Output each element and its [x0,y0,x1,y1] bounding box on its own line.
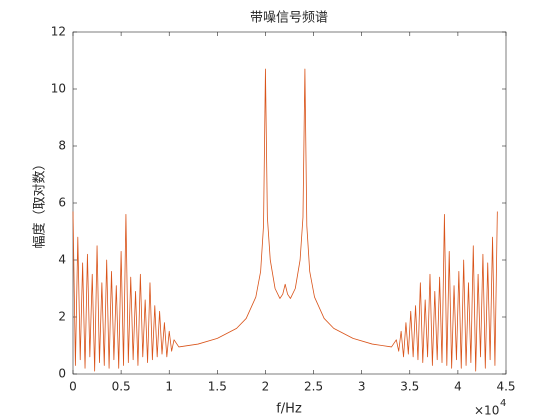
spectrum-line [72,68,498,372]
y-tick-label: 12 [51,25,66,39]
y-axis-label: 幅度（取对数） [32,157,48,248]
x-tick-label: 3 [358,380,366,394]
x-tick-label: 4 [454,380,462,394]
chart-title: 带噪信号频谱 [250,11,328,26]
x-tick-label: 3.5 [400,380,419,394]
x-tick-label: 0 [69,380,77,394]
x-axis-label: f/Hz [276,402,302,417]
y-tick-label: 2 [58,310,66,324]
x-tick-label: 4.5 [496,380,515,394]
x-tick-label: 0.5 [112,380,131,394]
x-tick-label: 1.5 [208,380,227,394]
y-tick-label: 4 [58,253,66,267]
x-tick-label: 2.5 [304,380,323,394]
y-tick-label: 6 [58,196,66,210]
x-tick-label: 1 [165,380,173,394]
y-tick-label: 10 [51,82,66,96]
y-tick-label: 8 [58,139,66,153]
x-multiplier-base: ×10 [474,404,499,418]
y-tick-label: 0 [58,367,66,381]
x-tick-label: 2 [262,380,270,394]
x-multiplier-exponent: 4 [500,398,506,409]
